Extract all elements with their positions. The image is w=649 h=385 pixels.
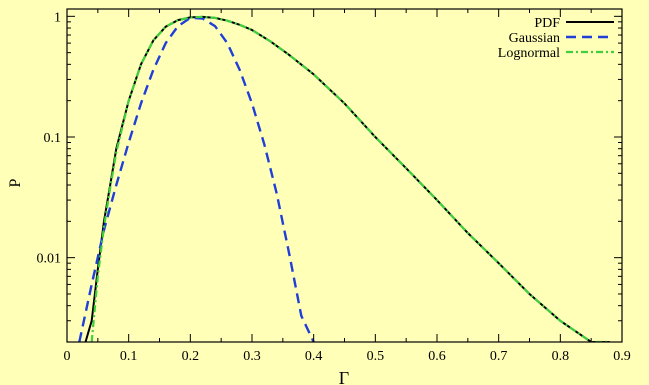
x-tick-label: 0.4 xyxy=(305,349,323,364)
legend-label: Lognormal xyxy=(498,46,560,61)
x-tick-label: 0.2 xyxy=(182,349,200,364)
y-tick-label: 1 xyxy=(54,10,61,25)
x-tick-label: 0 xyxy=(64,349,71,364)
y-tick-label: 0.01 xyxy=(37,252,62,267)
series-line-lognormal xyxy=(90,15,610,342)
x-tick-label: 0.9 xyxy=(613,349,631,364)
x-tick-label: 0.6 xyxy=(428,349,446,364)
axes: 0 0.1 0.2 0.3 0.4 0.5 0.6 0.7 0.8 0.9 1 0.1 0.01 xyxy=(37,8,631,364)
x-tick-label: 0.3 xyxy=(243,349,261,364)
y-tick-label: 0.1 xyxy=(44,131,62,146)
x-tick-label: 0.8 xyxy=(552,349,570,364)
plot-area xyxy=(78,15,610,342)
x-tick-label: 0.7 xyxy=(490,349,508,364)
x-axis-label: Γ xyxy=(339,368,349,385)
legend-label: Gaussian xyxy=(509,31,560,46)
x-tick-label: 0.1 xyxy=(120,349,138,364)
y-axis-label: P xyxy=(7,178,24,187)
legend-label: PDF xyxy=(534,16,560,31)
x-tick-label: 0.5 xyxy=(367,349,385,364)
